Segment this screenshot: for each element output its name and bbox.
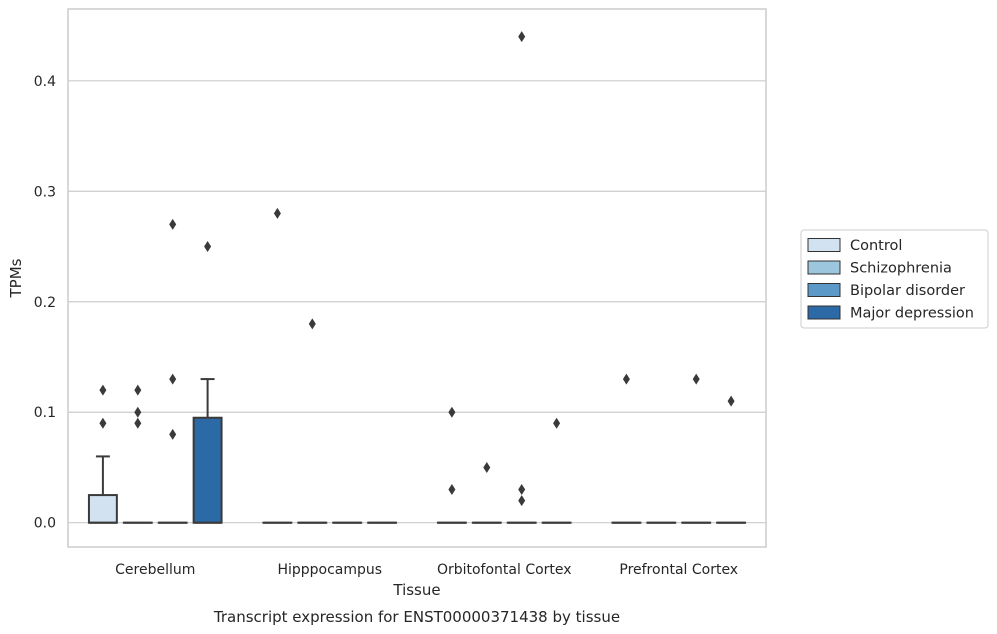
chart-caption: Transcript expression for ENST0000037143… — [213, 608, 620, 626]
legend-label: Major depression — [850, 306, 974, 322]
x-axis-label: Tissue — [392, 581, 440, 599]
box-cerebellum-major-depression — [192, 378, 223, 524]
outlier-point — [448, 406, 456, 418]
legend-frame — [800, 229, 989, 329]
grid-lines — [68, 80, 766, 524]
outlier-point — [308, 318, 316, 330]
box-cerebellum-control — [87, 455, 118, 524]
outlier-point — [134, 384, 142, 396]
outlier-point — [727, 395, 735, 407]
outlier-point — [99, 384, 107, 396]
outlier-point — [99, 417, 107, 429]
x-tick-label: Prefrontal Cortex — [619, 562, 738, 578]
outlier-point — [134, 406, 142, 418]
legend-label: Control — [850, 238, 902, 254]
x-tick-label: Cerebellum — [115, 562, 195, 578]
outlier-point — [169, 428, 177, 440]
legend-swatch — [807, 283, 841, 297]
box-body — [87, 494, 118, 524]
boxes — [87, 378, 747, 524]
y-tick-label: 0.0 — [34, 516, 56, 532]
outlier-point — [448, 484, 456, 496]
y-tick-label: 0.1 — [34, 405, 56, 421]
legend-swatch — [807, 305, 841, 320]
y-tick-label: 0.4 — [34, 74, 56, 90]
legend-label: Bipolar disorder — [850, 283, 965, 299]
outlier-point — [204, 241, 212, 253]
legend-swatch — [807, 260, 841, 275]
outlier-point — [169, 373, 177, 385]
legend-swatch — [807, 238, 841, 252]
outlier-point — [134, 417, 142, 429]
outliers — [99, 31, 735, 507]
x-tick-label: Orbitofontal Cortex — [437, 562, 572, 578]
box-body — [192, 416, 223, 524]
outlier-point — [622, 373, 630, 385]
x-tick-label: Hipppocampus — [277, 562, 382, 578]
legend-label: Schizophrenia — [850, 261, 952, 277]
outlier-point — [518, 484, 526, 496]
outlier-point — [518, 495, 526, 507]
outlier-point — [483, 461, 491, 473]
legend[interactable]: Control Schizophrenia Bipolar disorder Majo… — [800, 229, 989, 329]
y-axis-label: TPMs — [7, 258, 25, 298]
plot-area-frame — [67, 8, 767, 548]
y-tick-label: 0.3 — [34, 184, 56, 200]
y-tick-labels: 0.0 0.1 0.2 0.3 0.4 — [34, 74, 56, 532]
outlier-point — [518, 31, 526, 43]
outlier-point — [169, 218, 177, 230]
x-tick-labels: Cerebellum Hipppocampus Orbitofontal Corte… — [115, 562, 738, 578]
outlier-point — [692, 373, 700, 385]
y-tick-label: 0.2 — [34, 295, 56, 311]
outlier-point — [273, 207, 281, 219]
outlier-point — [553, 417, 561, 429]
